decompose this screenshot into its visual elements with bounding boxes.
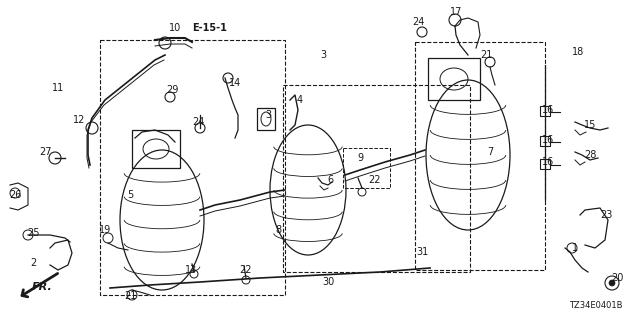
Text: 12: 12	[73, 115, 85, 125]
Text: 20: 20	[611, 273, 623, 283]
Text: 18: 18	[572, 47, 584, 57]
Text: 31: 31	[416, 247, 428, 257]
Text: 9: 9	[357, 153, 363, 163]
Text: 4: 4	[297, 95, 303, 105]
Text: 21: 21	[124, 291, 136, 301]
Text: 16: 16	[542, 135, 554, 145]
Text: 23: 23	[600, 210, 612, 220]
Bar	[415, 42, 545, 270]
Text: 19: 19	[99, 225, 111, 235]
Text: 24: 24	[412, 17, 424, 27]
Circle shape	[609, 280, 615, 286]
Text: 5: 5	[127, 190, 133, 200]
Text: 7: 7	[487, 147, 493, 157]
Text: 3: 3	[320, 50, 326, 60]
Text: 26: 26	[9, 190, 21, 200]
Text: 16: 16	[542, 105, 554, 115]
Bar	[540, 136, 550, 146]
Text: 11: 11	[52, 83, 64, 93]
Text: 2: 2	[30, 258, 36, 268]
Text: 15: 15	[584, 120, 596, 130]
Text: 8: 8	[275, 225, 281, 235]
Text: 22: 22	[368, 175, 380, 185]
Text: 30: 30	[322, 277, 334, 287]
Bar	[283, 85, 470, 272]
Text: 25: 25	[27, 228, 39, 238]
Text: 24: 24	[192, 117, 204, 127]
Text: 16: 16	[542, 157, 554, 167]
Text: 22: 22	[239, 265, 252, 275]
Text: FR.: FR.	[31, 282, 52, 292]
Bar	[540, 106, 550, 116]
Text: 1: 1	[572, 243, 578, 253]
Text: 27: 27	[39, 147, 51, 157]
Bar	[132, 130, 180, 168]
Text: 13: 13	[185, 265, 197, 275]
Bar	[100, 40, 285, 295]
Text: 29: 29	[166, 85, 178, 95]
Bar	[343, 148, 390, 188]
Text: 6: 6	[327, 175, 333, 185]
Text: 17: 17	[450, 7, 462, 17]
Text: 28: 28	[584, 150, 596, 160]
Text: 10: 10	[169, 23, 181, 33]
Text: 14: 14	[229, 78, 241, 88]
Text: 3: 3	[265, 110, 271, 120]
Bar	[428, 58, 480, 100]
Bar	[540, 159, 550, 169]
Text: E-15-1: E-15-1	[193, 23, 227, 33]
Bar	[257, 108, 275, 130]
Text: 21: 21	[480, 50, 492, 60]
Text: TZ34E0401B: TZ34E0401B	[570, 301, 623, 310]
